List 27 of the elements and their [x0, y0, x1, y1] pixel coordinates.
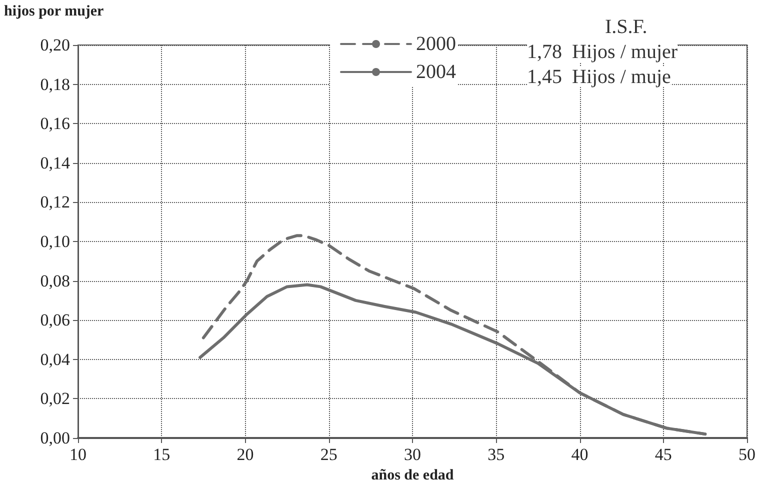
legend-label: 2004	[416, 61, 456, 83]
y-tick-label: 0,18	[40, 74, 70, 94]
y-tick-label: 0,14	[40, 153, 70, 172]
annotation: 1,78 Hijos / mujer	[527, 41, 678, 63]
text: I.S.F.	[605, 16, 648, 38]
y-tick-label: 0,02	[40, 389, 70, 408]
x-tick-label: 20	[236, 445, 254, 464]
annotation: 1,45 Hijos / muje	[527, 66, 672, 88]
y-tick-label: 0,12	[40, 192, 70, 212]
y-axis-title: hijos por mujer	[4, 4, 104, 20]
x-tick-label: 15	[153, 445, 170, 464]
x-tick-label: 35	[488, 445, 505, 464]
y-tick-label: 0,00	[40, 428, 70, 448]
y-tick-label: 0,08	[40, 271, 70, 290]
x-tick-label: 50	[738, 445, 756, 464]
y-tick-label: 0,20	[40, 36, 70, 54]
x-tick-label: 30	[404, 445, 421, 464]
y-tick-label: 0,04	[40, 350, 70, 369]
x-tick-label: 40	[571, 445, 588, 464]
x-tick-label: 45	[654, 445, 672, 464]
x-tick-label: 10	[70, 445, 86, 464]
legend-label: 2000	[416, 33, 456, 55]
x-tick-label: 25	[320, 445, 338, 464]
y-tick-label: 0,16	[40, 114, 70, 134]
x-axis-title: años de edad	[371, 468, 454, 484]
y-tick-label: 0,10	[40, 232, 70, 251]
y-tick-label: 0,06	[40, 310, 70, 330]
